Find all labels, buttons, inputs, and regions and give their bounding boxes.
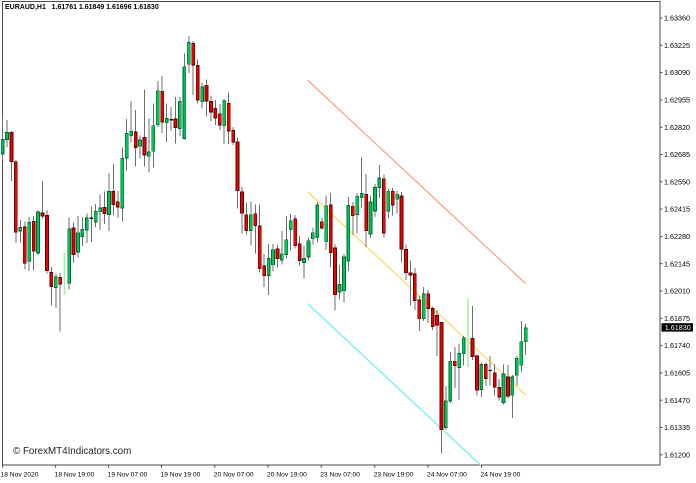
svg-text:20 Nov 07:00: 20 Nov 07:00 — [214, 471, 254, 478]
svg-text:1.63090: 1.63090 — [664, 68, 690, 77]
svg-text:© ForexMT4Indicators.com: © ForexMT4Indicators.com — [13, 446, 131, 457]
svg-text:1.63360: 1.63360 — [664, 14, 690, 23]
svg-text:1.61470: 1.61470 — [664, 396, 690, 405]
svg-text:1.61335: 1.61335 — [664, 423, 690, 432]
svg-text:1.62820: 1.62820 — [664, 123, 690, 132]
svg-text:1.61605: 1.61605 — [664, 369, 690, 378]
svg-text:1.62280: 1.62280 — [664, 232, 690, 241]
svg-text:23 Nov 19:00: 23 Nov 19:00 — [374, 471, 414, 478]
svg-text:1.62010: 1.62010 — [664, 287, 690, 296]
svg-text:1.62550: 1.62550 — [664, 177, 690, 186]
svg-text:18 Nov 2020: 18 Nov 2020 — [1, 471, 39, 478]
svg-text:24 Nov 07:00: 24 Nov 07:00 — [427, 471, 467, 478]
svg-text:1.62145: 1.62145 — [664, 259, 690, 268]
svg-text:1.61875: 1.61875 — [664, 314, 690, 323]
svg-text:1.62415: 1.62415 — [664, 205, 690, 214]
svg-text:23 Nov 07:00: 23 Nov 07:00 — [320, 471, 360, 478]
svg-text:1.61830: 1.61830 — [665, 323, 691, 332]
svg-text:1.62955: 1.62955 — [664, 96, 690, 105]
svg-text:1.62685: 1.62685 — [664, 150, 690, 159]
svg-text:1.61200: 1.61200 — [664, 450, 690, 459]
svg-text:24 Nov 19:00: 24 Nov 19:00 — [481, 471, 521, 478]
svg-text:20 Nov 19:00: 20 Nov 19:00 — [267, 471, 307, 478]
svg-text:19 Nov 07:00: 19 Nov 07:00 — [108, 471, 148, 478]
svg-text:EURAUD,H1 1.61761 1.61849 1.: EURAUD,H1 1.61761 1.61849 1.61696 1.6183… — [5, 4, 159, 11]
svg-text:18 Nov 19:00: 18 Nov 19:00 — [55, 471, 95, 478]
svg-text:1.63225: 1.63225 — [664, 41, 690, 50]
svg-text:1.61740: 1.61740 — [664, 341, 690, 350]
svg-text:19 Nov 19:00: 19 Nov 19:00 — [161, 471, 201, 478]
